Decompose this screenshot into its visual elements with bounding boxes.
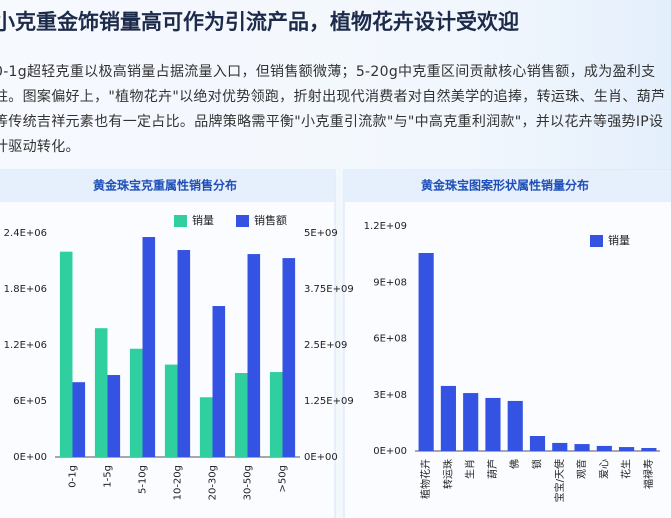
bar (440, 385, 456, 451)
x-tick-label: 植物花卉 (419, 459, 432, 499)
bar (164, 364, 178, 457)
bar (72, 382, 86, 457)
panel (343, 169, 671, 518)
x-tick-label: 葫芦 (487, 459, 499, 479)
bar (641, 448, 657, 451)
x-tick-label: 10-20g (173, 465, 184, 500)
x-tick-label: >50g (278, 465, 289, 492)
y2-tick-label: 0E+00 (304, 452, 338, 463)
y-tick-label: 6E+05 (13, 396, 47, 407)
page-title: 小克重金饰销量高可作为引流产品，植物花卉设计受欢迎 (0, 10, 519, 34)
legend-swatch (174, 215, 187, 227)
chart-title: 黄金珠宝克重属性销售分布 (93, 178, 237, 193)
x-tick-label: 观音 (575, 459, 588, 479)
y-tick-label: 0E+00 (373, 446, 407, 457)
panel-header (344, 170, 671, 202)
x-tick-label: 福禄寿 (642, 459, 655, 489)
y-tick-label: 1.2E+09 (364, 221, 407, 232)
x-tick-label: 0-1g (68, 465, 79, 488)
legend-label: 销售额 (254, 213, 287, 227)
y-tick-label: 2.4E+06 (4, 228, 47, 239)
y2-tick-label: 2.5E+09 (304, 340, 347, 351)
y-tick-label: 3E+08 (373, 390, 407, 401)
bar (418, 253, 434, 451)
x-tick-label: 30-50g (243, 465, 254, 500)
bar (212, 306, 226, 457)
x-tick-label: 5-10g (138, 465, 149, 494)
x-tick-label: 转运珠 (441, 459, 454, 489)
x-tick-label: 20-30g (208, 465, 219, 500)
bar (619, 447, 635, 451)
legend-label: 销量 (192, 213, 214, 227)
bar (59, 251, 73, 457)
y-tick-label: 9E+08 (373, 277, 407, 288)
bar (269, 372, 283, 457)
y-tick-label: 1.8E+06 (4, 284, 47, 295)
bar (552, 442, 568, 451)
bar (94, 328, 108, 457)
bar (247, 254, 261, 457)
x-tick-label: 佛 (508, 459, 521, 469)
legend-swatch (236, 215, 249, 227)
bar (485, 397, 501, 451)
bar (199, 397, 213, 457)
x-tick-label: 1-5g (103, 465, 114, 488)
bar (107, 375, 121, 457)
panel-header (0, 170, 335, 202)
bar (507, 400, 523, 451)
summary-paragraph: 0-1g超轻克重以极高销量占据流量入口，但销售额微薄；5-20g中克重区间贡献核… (0, 64, 666, 155)
bar (529, 436, 546, 451)
y-tick-label: 0E+00 (13, 452, 47, 463)
x-tick-label: 生肖 (464, 459, 477, 479)
y2-tick-label: 5E+09 (304, 228, 338, 239)
x-tick-label: 宝宝/天使 (553, 459, 566, 502)
bar (282, 258, 296, 457)
bar (596, 445, 612, 451)
y-tick-label: 1.2E+06 (4, 340, 47, 351)
legend-label: 销量 (608, 233, 630, 247)
bar (142, 237, 156, 457)
y-tick-label: 6E+08 (373, 334, 407, 345)
bar (234, 373, 248, 457)
y2-tick-label: 3.75E+09 (304, 284, 354, 295)
legend-swatch (590, 235, 603, 247)
bar (129, 348, 143, 457)
x-tick-label: 爱心 (597, 459, 610, 479)
x-tick-label: 锁 (531, 459, 544, 469)
bar (574, 444, 590, 451)
chart-title: 黄金珠宝图案形状属性销量分布 (421, 178, 589, 193)
panel (0, 169, 336, 518)
bar (177, 250, 191, 457)
x-tick-label: 花生 (620, 459, 633, 479)
bar (463, 393, 479, 451)
y2-tick-label: 1.25E+09 (304, 396, 354, 407)
